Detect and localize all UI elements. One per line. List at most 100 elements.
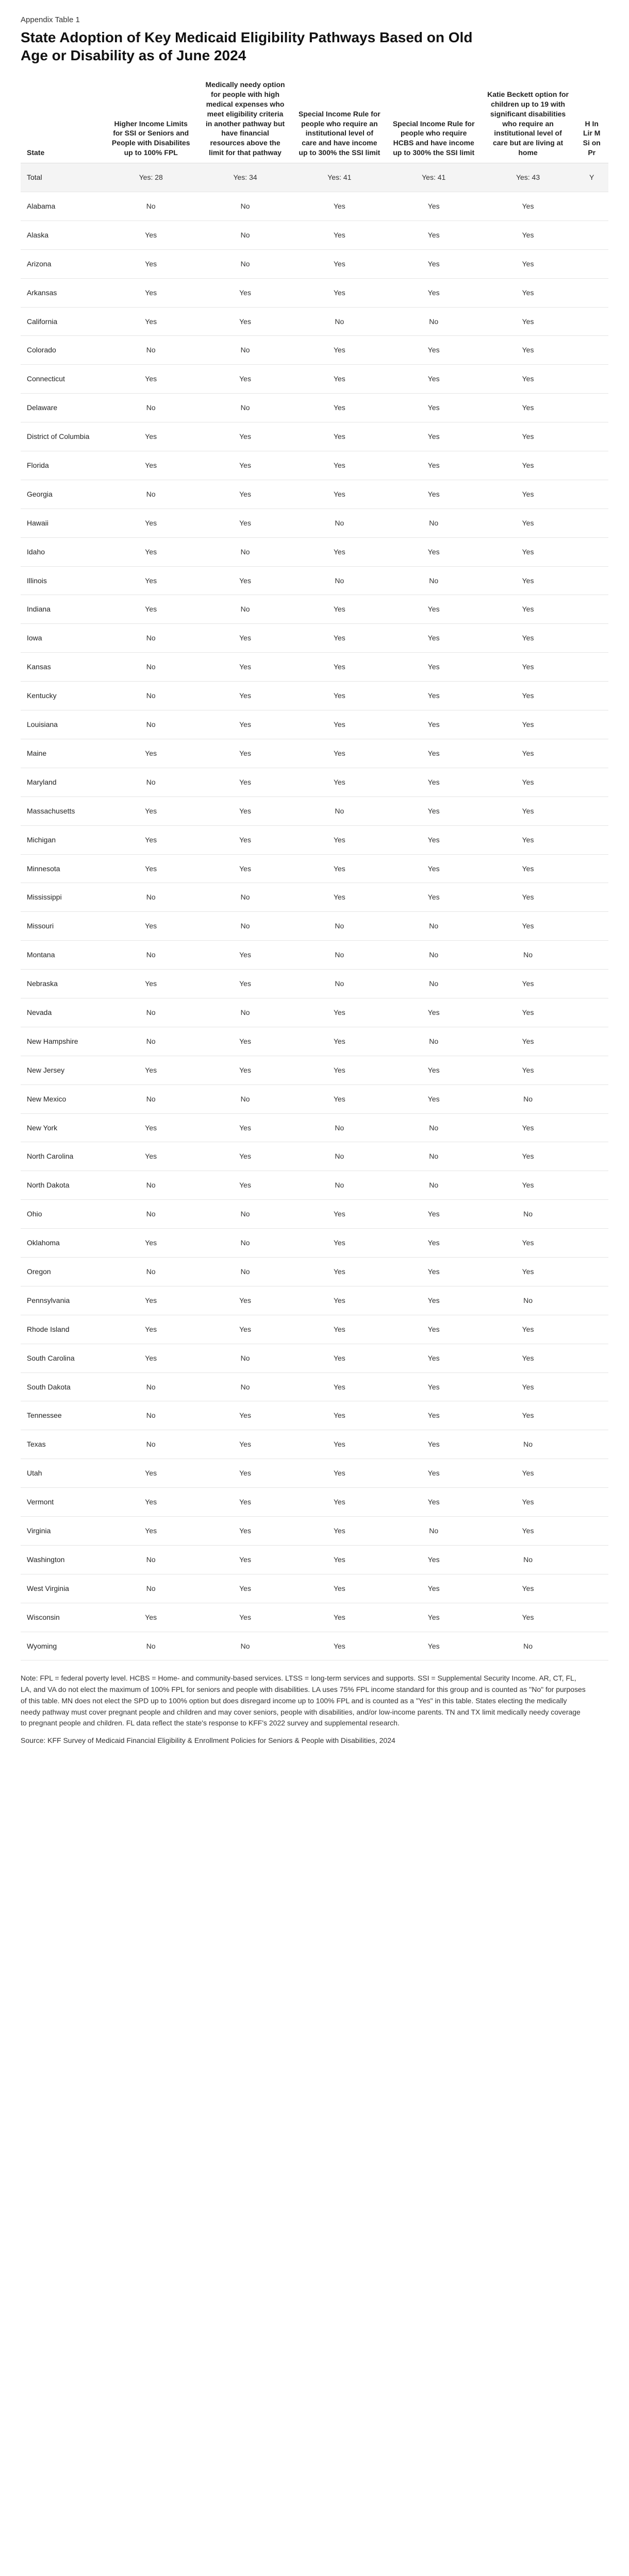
- data-cell: Yes: [292, 883, 387, 912]
- data-cell: No: [292, 941, 387, 970]
- data-cell: Yes: [292, 1027, 387, 1056]
- data-cell: Yes: [292, 480, 387, 509]
- state-cell: New York: [21, 1113, 104, 1142]
- data-cell: Yes: [104, 221, 198, 249]
- data-cell: Yes: [481, 1488, 575, 1517]
- data-cell: Yes: [292, 1257, 387, 1286]
- data-cell: Yes: [292, 710, 387, 739]
- data-cell: No: [481, 941, 575, 970]
- data-cell-cut: [575, 1257, 608, 1286]
- data-cell: Yes: [198, 1056, 292, 1084]
- data-cell: Yes: [481, 1229, 575, 1258]
- state-cell: Hawaii: [21, 509, 104, 537]
- table-header-row: State Higher Income Limits for SSI or Se…: [21, 77, 608, 163]
- data-cell: Yes: [198, 307, 292, 336]
- data-cell-cut: [575, 1459, 608, 1488]
- table-row: MinnesotaYesYesYesYesYes: [21, 854, 608, 883]
- state-cell: Massachusetts: [21, 796, 104, 825]
- data-cell: Yes: [387, 1574, 481, 1603]
- data-cell: Yes: [481, 480, 575, 509]
- data-cell: No: [198, 998, 292, 1027]
- data-cell: Yes: [481, 422, 575, 451]
- table-row: Rhode IslandYesYesYesYesYes: [21, 1315, 608, 1344]
- table-row: IllinoisYesYesNoNoYes: [21, 566, 608, 595]
- data-cell: Yes: [198, 1142, 292, 1171]
- data-cell: No: [198, 1257, 292, 1286]
- data-cell-cut: [575, 1401, 608, 1430]
- data-cell: Yes: [481, 249, 575, 278]
- data-cell: Yes: [292, 537, 387, 566]
- data-cell: Yes: [481, 682, 575, 710]
- data-cell: Yes: [104, 278, 198, 307]
- table-row: MontanaNoYesNoNoNo: [21, 941, 608, 970]
- data-cell: Yes: [481, 825, 575, 854]
- table-row: KentuckyNoYesYesYesYes: [21, 682, 608, 710]
- data-cell: Yes: [104, 1229, 198, 1258]
- data-cell: No: [104, 1545, 198, 1574]
- data-cell: Yes: [198, 480, 292, 509]
- data-cell: Yes: [481, 1257, 575, 1286]
- data-cell: Yes: [387, 365, 481, 394]
- data-cell: Yes: [198, 451, 292, 480]
- data-cell: Yes: [198, 1286, 292, 1315]
- table-row: KansasNoYesYesYesYes: [21, 653, 608, 682]
- data-cell-cut: [575, 998, 608, 1027]
- state-cell: South Carolina: [21, 1344, 104, 1372]
- total-c3: Yes: 41: [292, 163, 387, 192]
- data-cell: No: [292, 912, 387, 941]
- data-cell: Yes: [387, 537, 481, 566]
- data-cell: Yes: [198, 970, 292, 998]
- data-cell-cut: [575, 1084, 608, 1113]
- state-cell: North Dakota: [21, 1171, 104, 1200]
- state-cell: Arizona: [21, 249, 104, 278]
- data-cell-cut: [575, 566, 608, 595]
- table-row: VirginiaYesYesYesNoYes: [21, 1516, 608, 1545]
- data-cell: No: [292, 1113, 387, 1142]
- state-cell: Kansas: [21, 653, 104, 682]
- state-cell: Ohio: [21, 1200, 104, 1229]
- state-cell: Maine: [21, 739, 104, 768]
- data-cell-cut: [575, 249, 608, 278]
- data-cell: No: [104, 883, 198, 912]
- data-cell: Yes: [481, 307, 575, 336]
- table-row: VermontYesYesYesYesYes: [21, 1488, 608, 1517]
- data-cell: Yes: [387, 998, 481, 1027]
- data-cell: Yes: [292, 624, 387, 653]
- data-cell: No: [104, 941, 198, 970]
- data-cell: Yes: [198, 624, 292, 653]
- state-cell: California: [21, 307, 104, 336]
- data-cell: No: [104, 1372, 198, 1401]
- data-cell: Yes: [198, 1315, 292, 1344]
- data-cell: Yes: [387, 1430, 481, 1459]
- data-cell: No: [387, 1516, 481, 1545]
- data-cell: Yes: [292, 336, 387, 365]
- data-cell: Yes: [481, 1603, 575, 1632]
- state-cell: Colorado: [21, 336, 104, 365]
- state-cell: New Jersey: [21, 1056, 104, 1084]
- total-c4: Yes: 41: [387, 163, 481, 192]
- data-cell-cut: [575, 221, 608, 249]
- data-cell: Yes: [198, 682, 292, 710]
- data-cell-cut: [575, 1488, 608, 1517]
- data-cell: No: [481, 1200, 575, 1229]
- data-cell: No: [198, 1344, 292, 1372]
- data-cell: No: [104, 192, 198, 221]
- data-cell: Yes: [198, 854, 292, 883]
- data-cell: Yes: [198, 1574, 292, 1603]
- data-cell: Yes: [292, 1401, 387, 1430]
- state-cell: Alaska: [21, 221, 104, 249]
- eligibility-table: State Higher Income Limits for SSI or Se…: [21, 77, 608, 1660]
- data-cell-cut: [575, 1027, 608, 1056]
- data-cell: No: [387, 1142, 481, 1171]
- data-cell: Yes: [481, 1142, 575, 1171]
- data-cell: Yes: [292, 1056, 387, 1084]
- data-cell: Yes: [387, 394, 481, 422]
- data-cell-cut: [575, 192, 608, 221]
- data-cell: Yes: [481, 394, 575, 422]
- data-cell: Yes: [387, 1488, 481, 1517]
- data-cell: No: [104, 1574, 198, 1603]
- table-row: MarylandNoYesYesYesYes: [21, 768, 608, 796]
- data-cell: Yes: [104, 825, 198, 854]
- data-cell: No: [104, 768, 198, 796]
- data-cell: No: [292, 509, 387, 537]
